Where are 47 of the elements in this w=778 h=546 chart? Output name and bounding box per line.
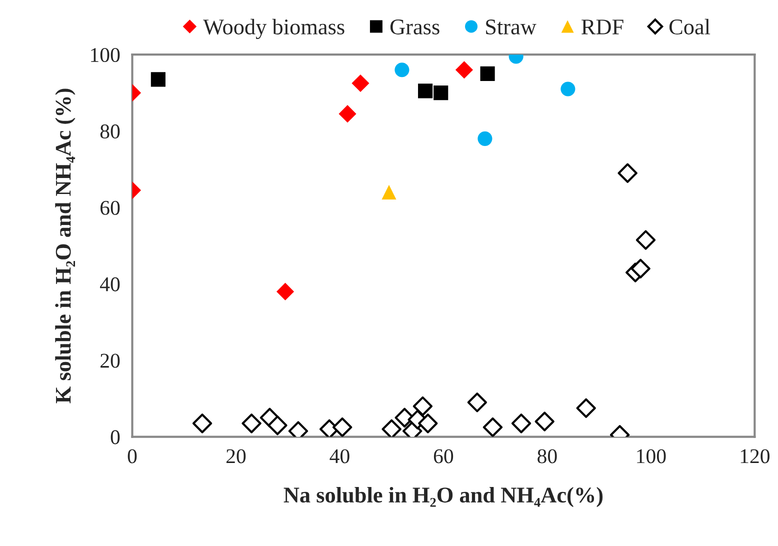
legend-label: Grass: [390, 20, 440, 34]
point: [242, 414, 262, 434]
point: [276, 282, 294, 300]
point: [482, 417, 503, 437]
point: [192, 414, 212, 434]
point: [418, 414, 438, 434]
point: [534, 412, 554, 432]
x-tick-label: 100: [637, 449, 666, 464]
point: [268, 416, 288, 436]
x-axis-title: Na soluble in H₂O and NH₄Ac(%): [284, 486, 603, 508]
y-tick-label: 0: [110, 430, 120, 444]
legend-label: RDF: [582, 20, 624, 34]
point: [338, 105, 356, 123]
point: [382, 419, 402, 437]
point: [480, 66, 495, 81]
point: [412, 396, 433, 416]
point: [576, 398, 596, 418]
point: [418, 84, 433, 98]
point: [332, 417, 352, 437]
legend-label: Woody biomass: [203, 18, 344, 40]
x-tick-label: 60: [434, 449, 454, 464]
y-tick-label: 100: [91, 48, 120, 62]
point: [511, 414, 532, 434]
point: [560, 82, 576, 96]
point: [636, 230, 656, 250]
point: [455, 61, 473, 79]
y-tick-label: 40: [100, 277, 120, 292]
x-tick-label: 0: [128, 449, 137, 464]
point: [382, 184, 396, 200]
y-tick-label: 80: [100, 124, 120, 138]
point: [467, 392, 488, 412]
y-tick-label: 20: [100, 354, 120, 368]
legend-label: Straw: [486, 20, 536, 34]
legend-label: Coal: [669, 18, 710, 34]
x-tick-label: 40: [330, 449, 350, 464]
x-tick-label: 80: [538, 449, 557, 464]
x-tick-label: 20: [226, 449, 246, 464]
x-tick-label: 120: [740, 449, 770, 464]
point: [478, 131, 492, 146]
point: [434, 86, 448, 100]
point: [394, 62, 410, 78]
point: [352, 74, 370, 92]
point: [150, 72, 166, 87]
y-tick-label: 60: [100, 200, 120, 215]
point: [630, 258, 650, 278]
y-axis-title: K soluble in H₂O and NH₄Ac (%): [55, 88, 76, 404]
point: [618, 163, 638, 183]
